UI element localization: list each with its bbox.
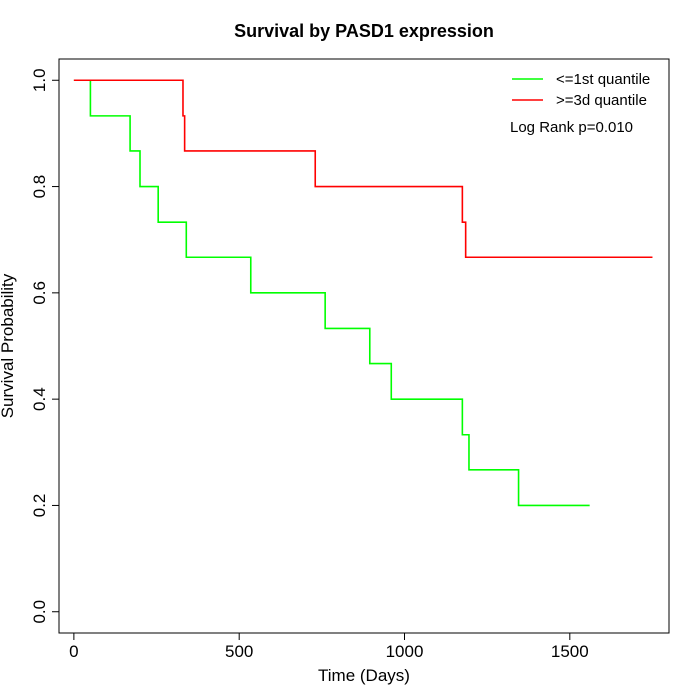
- y-tick-label: 0.8: [30, 175, 49, 199]
- y-tick-label: 0.6: [30, 281, 49, 305]
- y-tick-label: 0.0: [30, 600, 49, 624]
- y-tick-label: 0.2: [30, 494, 49, 518]
- x-tick-label: 1000: [386, 642, 424, 661]
- legend-label-1: <=1st quantile: [556, 71, 650, 88]
- x-axis-label: Time (Days): [318, 666, 410, 685]
- chart-title: Survival by PASD1 expression: [234, 21, 494, 41]
- log-rank-annotation: Log Rank p=0.010: [510, 119, 633, 136]
- series-line-1: [73, 79, 590, 507]
- plot-frame: [58, 58, 670, 634]
- x-axis: 0 500 1000 1500: [69, 632, 589, 661]
- legend-label-2: >=3d quantile: [556, 92, 647, 109]
- legend: <=1st quantile >=3d quantile: [512, 71, 650, 109]
- x-tick-label: 1500: [551, 642, 589, 661]
- y-axis-label: Survival Probability: [0, 273, 17, 418]
- x-tick-label: 0: [69, 642, 78, 661]
- series-layer: [73, 79, 653, 507]
- y-tick-label: 0.4: [30, 387, 49, 411]
- y-axis: 0.0 0.2 0.4 0.6 0.8 1.0: [30, 68, 60, 624]
- x-tick-label: 500: [225, 642, 253, 661]
- y-tick-label: 1.0: [30, 68, 49, 92]
- series-line-2: [73, 79, 653, 259]
